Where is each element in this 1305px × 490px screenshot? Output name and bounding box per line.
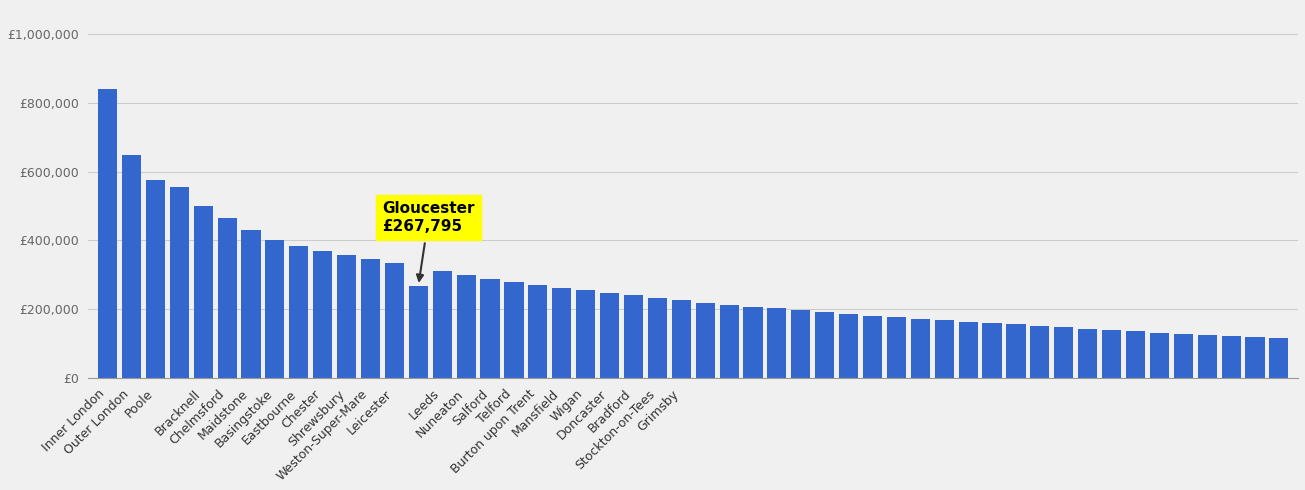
Bar [361, 259, 380, 378]
Bar [457, 275, 476, 378]
Bar [1150, 333, 1169, 378]
Bar [1078, 329, 1098, 378]
Bar [146, 180, 164, 378]
Bar [290, 246, 308, 378]
Bar [480, 279, 500, 378]
Bar [193, 206, 213, 378]
Bar [839, 314, 859, 378]
Bar [337, 255, 356, 378]
Bar [934, 320, 954, 378]
Bar [313, 251, 333, 378]
Bar [791, 310, 810, 378]
Bar [816, 312, 834, 378]
Bar [1221, 336, 1241, 378]
Bar [1006, 324, 1026, 378]
Bar [576, 290, 595, 378]
Bar [983, 323, 1002, 378]
Bar [504, 282, 523, 378]
Bar [1031, 326, 1049, 378]
Bar [672, 300, 690, 378]
Bar [767, 308, 787, 378]
Bar [552, 288, 572, 378]
Bar [600, 293, 619, 378]
Bar [911, 318, 930, 378]
Bar [1054, 327, 1073, 378]
Text: Gloucester
£267,795: Gloucester £267,795 [382, 201, 475, 281]
Bar [121, 154, 141, 378]
Bar [241, 230, 261, 378]
Bar [265, 240, 284, 378]
Bar [624, 295, 643, 378]
Bar [170, 187, 189, 378]
Bar [1198, 335, 1216, 378]
Bar [1173, 334, 1193, 378]
Bar [1245, 337, 1265, 378]
Bar [863, 316, 882, 378]
Bar [719, 305, 739, 378]
Bar [887, 318, 906, 378]
Bar [433, 271, 452, 378]
Bar [385, 264, 405, 378]
Bar [1126, 331, 1144, 378]
Bar [744, 307, 762, 378]
Bar [408, 286, 428, 378]
Bar [529, 285, 547, 378]
Bar [1270, 338, 1288, 378]
Bar [647, 298, 667, 378]
Bar [696, 303, 715, 378]
Bar [218, 218, 236, 378]
Bar [98, 89, 117, 378]
Bar [959, 322, 977, 378]
Bar [1101, 330, 1121, 378]
